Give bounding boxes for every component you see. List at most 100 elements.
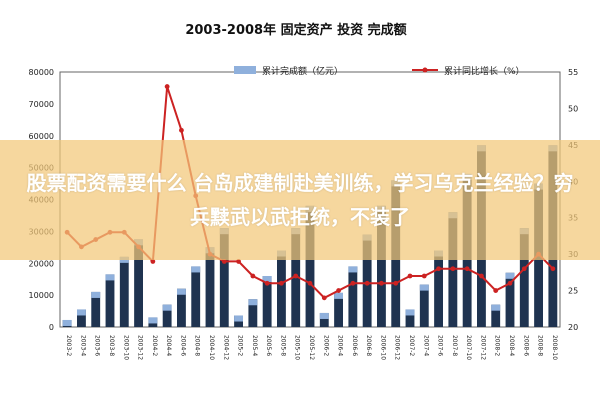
line-point (436, 266, 441, 272)
y-right-tick-label: 50 (568, 104, 578, 113)
bar (91, 291, 101, 327)
bar (262, 276, 272, 327)
bar-cap (419, 284, 429, 291)
x-tick-label: 2007-6 (437, 335, 444, 356)
line-point (364, 280, 370, 286)
bar (191, 266, 201, 327)
x-tick-label: 2004-12 (222, 335, 229, 360)
bar-cap (348, 266, 358, 273)
x-tick-label: 2007-12 (479, 335, 486, 360)
x-tick-label: 2005-12 (308, 335, 315, 360)
legend-line-label: 累计同比增长（%） (444, 65, 525, 77)
x-tick-label: 2003-4 (79, 335, 86, 356)
legend-bar-label: 累计完成额（亿元） (262, 65, 343, 77)
x-tick-label: 2004-10 (208, 335, 215, 360)
legend-bar-swatch (234, 66, 256, 74)
x-tick-label: 2007-4 (422, 335, 429, 356)
bar-cap (177, 288, 186, 295)
line-point (479, 273, 484, 279)
legend-line-marker (422, 67, 428, 73)
bar (248, 299, 258, 327)
x-tick-label: 2004-6 (179, 335, 186, 356)
bar (162, 304, 172, 327)
line-point (293, 273, 299, 279)
x-tick-label: 2006-8 (365, 335, 372, 356)
line-point (179, 127, 184, 133)
line-point (321, 295, 327, 301)
bar (119, 256, 129, 327)
bar-cap (105, 274, 115, 281)
line-point (507, 280, 513, 286)
bar-cap (491, 304, 501, 311)
line-point (550, 266, 556, 272)
x-tick-label: 2005-6 (265, 335, 272, 356)
bar (505, 272, 515, 327)
x-tick-label: 2003-6 (94, 335, 101, 356)
bar-cap (405, 309, 415, 316)
bar (219, 228, 229, 327)
bar-cap (77, 309, 86, 316)
bar (105, 274, 115, 327)
bar-cap (191, 266, 201, 273)
x-tick-label: 2004-8 (194, 335, 201, 356)
bar (419, 284, 429, 327)
x-tick-label: 2008-4 (508, 335, 515, 356)
y-left-tick-label: 20000 (29, 259, 54, 268)
y-left-tick-label: 60000 (29, 132, 54, 141)
line-point (464, 266, 470, 272)
y-left-tick-label: 0 (49, 323, 54, 332)
line-point (264, 280, 270, 286)
y-right-tick-label: 20 (568, 323, 578, 332)
bar (519, 228, 529, 327)
x-axis-ticks: 2003-2 2003-4 2003-6 2003-8 2003-10 2003-12 20… (65, 335, 558, 360)
line-point (336, 288, 341, 293)
line-point (379, 280, 384, 286)
bar-cap (319, 312, 329, 319)
headline-banner: 股票配资需要什么 台岛成建制赴美训练，学习乌克兰经验？穷兵黩武以武拒统，不装了 (0, 140, 600, 260)
x-tick-label: 2005-8 (279, 335, 286, 356)
x-tick-label: 2005-10 (294, 335, 301, 360)
x-tick-label: 2003-12 (137, 335, 144, 360)
line-point (236, 259, 241, 264)
x-tick-label: 2007-8 (451, 335, 458, 356)
line-point (421, 273, 427, 279)
bar (334, 292, 343, 327)
line-point (521, 266, 527, 272)
x-tick-label: 2006-10 (379, 335, 386, 360)
bar (434, 250, 443, 327)
bar-cap (91, 291, 101, 298)
bar (491, 304, 501, 327)
x-tick-label: 2004-4 (165, 335, 172, 356)
y-right-tick-label: 25 (568, 287, 578, 296)
line-point (350, 280, 356, 286)
line-point (407, 273, 413, 279)
bar (362, 234, 372, 327)
bar (377, 205, 386, 327)
bar-cap (162, 304, 172, 311)
bar-cap (505, 272, 515, 279)
x-tick-label: 2008-10 (551, 335, 558, 360)
line-point (150, 259, 156, 264)
x-tick-label: 2008-8 (537, 335, 544, 356)
x-tick-label: 2005-4 (251, 335, 258, 356)
bar (134, 239, 143, 327)
headline-text[interactable]: 股票配资需要什么 台岛成建制赴美训练，学习乌克兰经验？穷兵黩武以武拒统，不装了 (26, 171, 574, 229)
bar (177, 288, 186, 327)
x-tick-label: 2003-8 (108, 335, 115, 356)
line-point (393, 280, 399, 286)
x-tick-label: 2008-2 (494, 335, 501, 356)
x-tick-label: 2007-10 (465, 335, 472, 360)
bar (319, 312, 329, 327)
line-point (279, 280, 284, 286)
line-point (307, 280, 313, 286)
x-tick-label: 2006-6 (351, 335, 358, 356)
line-point (164, 84, 170, 89)
x-tick-label: 2004-2 (151, 335, 158, 356)
line-point (250, 273, 256, 279)
line-point (450, 266, 456, 272)
x-tick-label: 2003-2 (65, 335, 72, 356)
bar-cap (248, 299, 258, 306)
x-tick-label: 2003-10 (122, 335, 129, 360)
